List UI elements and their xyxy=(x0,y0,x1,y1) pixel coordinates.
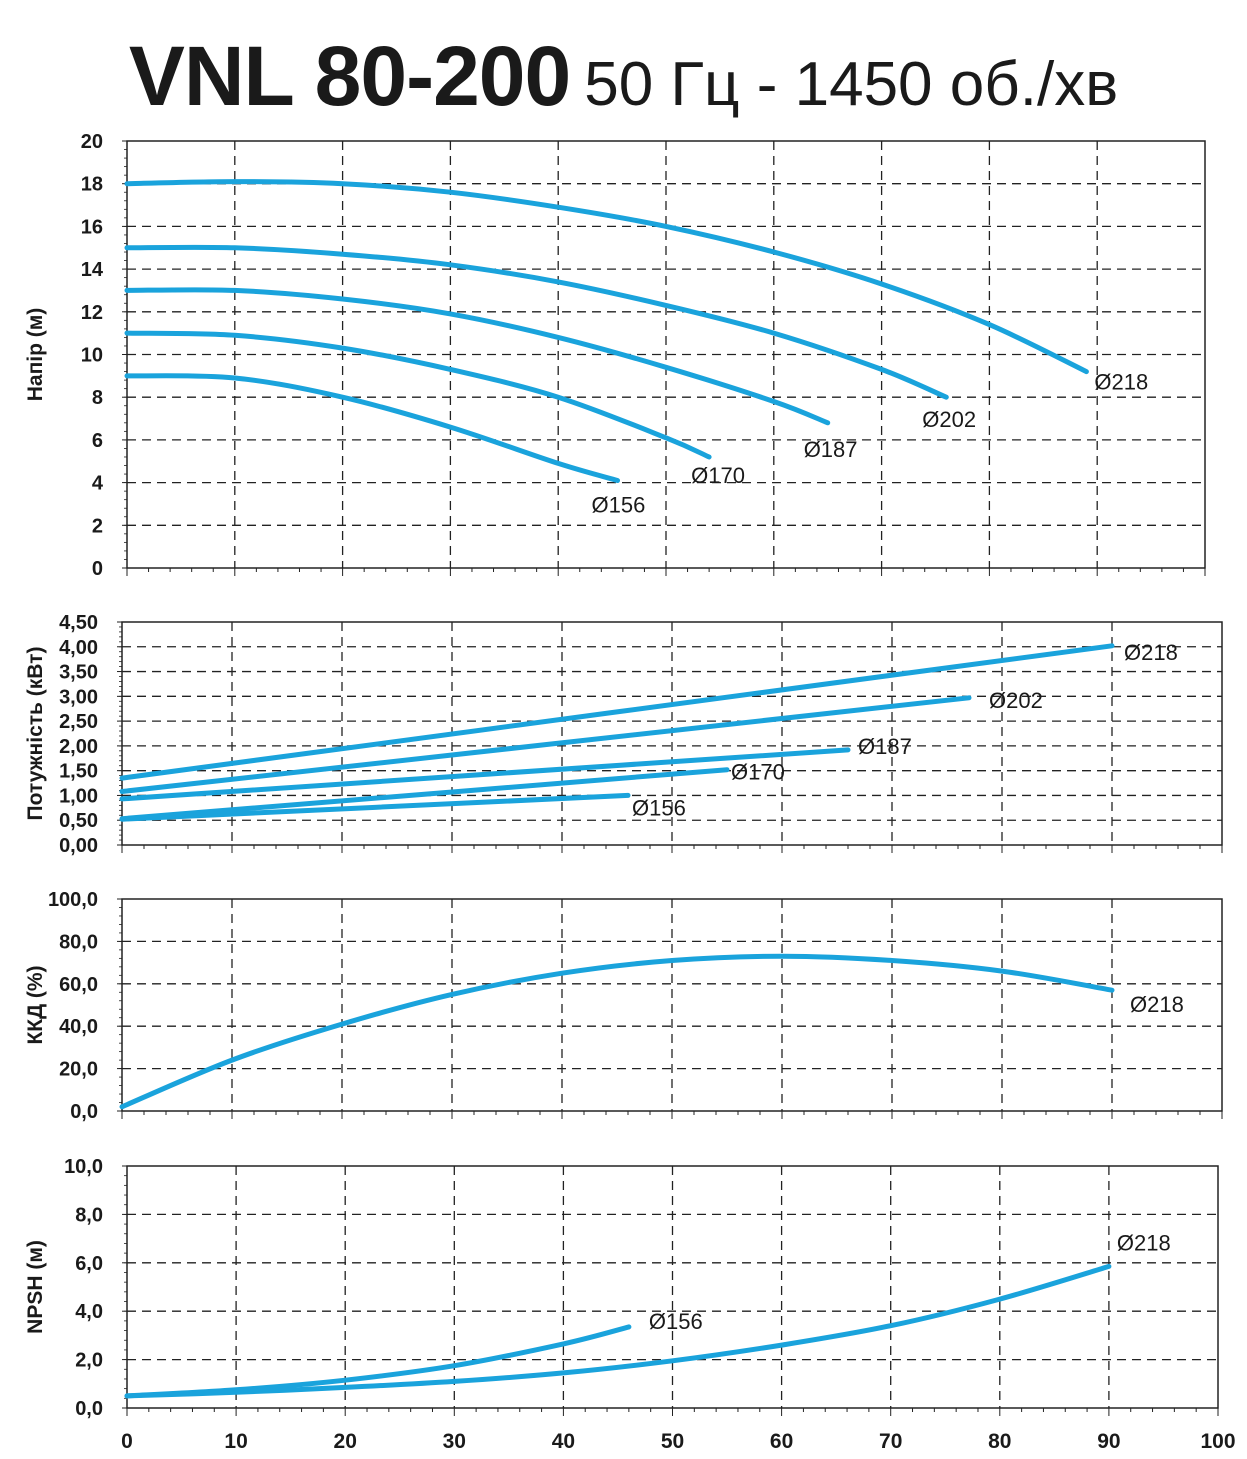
npsh-y-tick-label: 2,0 xyxy=(75,1350,103,1372)
head-curve-d156 xyxy=(124,373,620,483)
head-y-tick-label: 10 xyxy=(81,345,103,367)
efficiency-y-tick-label: 60,0 xyxy=(59,974,98,996)
power-y-tick-label: 4,50 xyxy=(59,612,98,634)
head-y-tick-label: 0 xyxy=(92,558,103,580)
pump-model: VNL 80-200 xyxy=(128,29,571,123)
chart-title: VNL 80-200 50 Гц - 1450 об./хв xyxy=(0,28,1247,125)
npsh-x-tick-label: 70 xyxy=(879,1430,902,1453)
head-y-tick-label: 20 xyxy=(81,131,103,153)
power-curve-label-d156: Ø156 xyxy=(632,795,686,820)
efficiency-y-tick-label: 40,0 xyxy=(59,1016,98,1038)
npsh-y-tick-label: 10,0 xyxy=(64,1156,103,1178)
npsh-y-axis-label: NPSH (м) xyxy=(24,1240,47,1334)
head-curve-label-d187: Ø187 xyxy=(804,437,858,462)
power-y-tick-label: 3,00 xyxy=(59,686,98,708)
head-curve-d218 xyxy=(124,179,1089,375)
power-y-tick-label: 1,00 xyxy=(59,785,98,807)
npsh-x-tick-label: 40 xyxy=(552,1430,575,1453)
npsh-x-tick-label: 80 xyxy=(988,1430,1011,1453)
head-y-tick-label: 6 xyxy=(92,430,103,452)
head-y-tick-label: 8 xyxy=(92,387,103,409)
npsh-x-tick-label: 30 xyxy=(443,1430,466,1453)
npsh-x-tick-label: 90 xyxy=(1097,1430,1120,1453)
head-y-tick-label: 12 xyxy=(81,302,103,324)
npsh-x-tick-label: 50 xyxy=(661,1430,684,1453)
power-curve-label-d187: Ø187 xyxy=(858,734,912,759)
efficiency-curve-d218 xyxy=(119,953,1115,1110)
power-curve-label-d202: Ø202 xyxy=(989,688,1043,713)
npsh-x-tick-label: 60 xyxy=(770,1430,793,1453)
head-curve-label-d156: Ø156 xyxy=(591,492,645,517)
power-y-tick-label: 4,00 xyxy=(59,637,98,659)
npsh-y-tick-label: 4,0 xyxy=(75,1301,103,1323)
head-y-tick-label: 16 xyxy=(81,216,103,238)
head-curve-label-d170: Ø170 xyxy=(691,463,745,488)
power-curve-label-d218: Ø218 xyxy=(1124,640,1178,665)
npsh-curve-label-d156: Ø156 xyxy=(649,1309,703,1334)
npsh-x-tick-label: 0 xyxy=(121,1430,133,1453)
efficiency-y-tick-label: 0,0 xyxy=(70,1101,98,1123)
efficiency-curve-label-d218: Ø218 xyxy=(1130,992,1184,1017)
head-y-tick-label: 18 xyxy=(81,174,103,196)
efficiency-y-tick-label: 20,0 xyxy=(59,1059,98,1081)
head-curve-label-d218: Ø218 xyxy=(1094,370,1148,395)
npsh-x-tick-label: 10 xyxy=(224,1430,247,1453)
power-y-tick-label: 2,00 xyxy=(59,736,98,758)
power-y-tick-label: 0,00 xyxy=(59,835,98,857)
head-y-axis-label: Напір (м) xyxy=(24,308,47,402)
head-y-tick-label: 4 xyxy=(92,473,104,495)
npsh-x-tick-label: 20 xyxy=(334,1430,357,1453)
power-curve-d187 xyxy=(119,747,851,802)
npsh-y-tick-label: 8,0 xyxy=(75,1204,103,1226)
power-y-tick-label: 0,50 xyxy=(59,810,98,832)
efficiency-y-tick-label: 100,0 xyxy=(48,889,98,911)
head-y-tick-label: 2 xyxy=(92,515,103,537)
power-curve-d218 xyxy=(119,643,1115,781)
head-curve-label-d202: Ø202 xyxy=(922,407,976,432)
power-curve-d202 xyxy=(119,695,972,794)
power-y-axis-label: Потужність (кВт) xyxy=(24,647,47,821)
npsh-curve-label-d218: Ø218 xyxy=(1117,1230,1171,1255)
npsh-x-tick-label: 100 xyxy=(1200,1430,1235,1453)
power-curve-label-d170: Ø170 xyxy=(731,760,785,785)
power-y-tick-label: 2,50 xyxy=(59,711,98,733)
head-curve-d170 xyxy=(124,330,712,460)
efficiency-y-axis-label: ККД (%) xyxy=(24,965,47,1044)
npsh-y-tick-label: 6,0 xyxy=(75,1253,103,1275)
head-curve-d187 xyxy=(124,287,831,426)
npsh-curve-d218 xyxy=(124,1263,1112,1399)
power-y-tick-label: 1,50 xyxy=(59,761,98,783)
efficiency-y-tick-label: 80,0 xyxy=(59,931,98,953)
npsh-y-tick-label: 0,0 xyxy=(75,1398,103,1420)
power-curve-d170 xyxy=(119,767,730,822)
head-curve-d202 xyxy=(124,244,949,400)
head-y-tick-label: 14 xyxy=(81,259,104,281)
speed-spec: 50 Гц - 1450 об./хв xyxy=(584,50,1119,119)
power-y-tick-label: 3,50 xyxy=(59,662,98,684)
